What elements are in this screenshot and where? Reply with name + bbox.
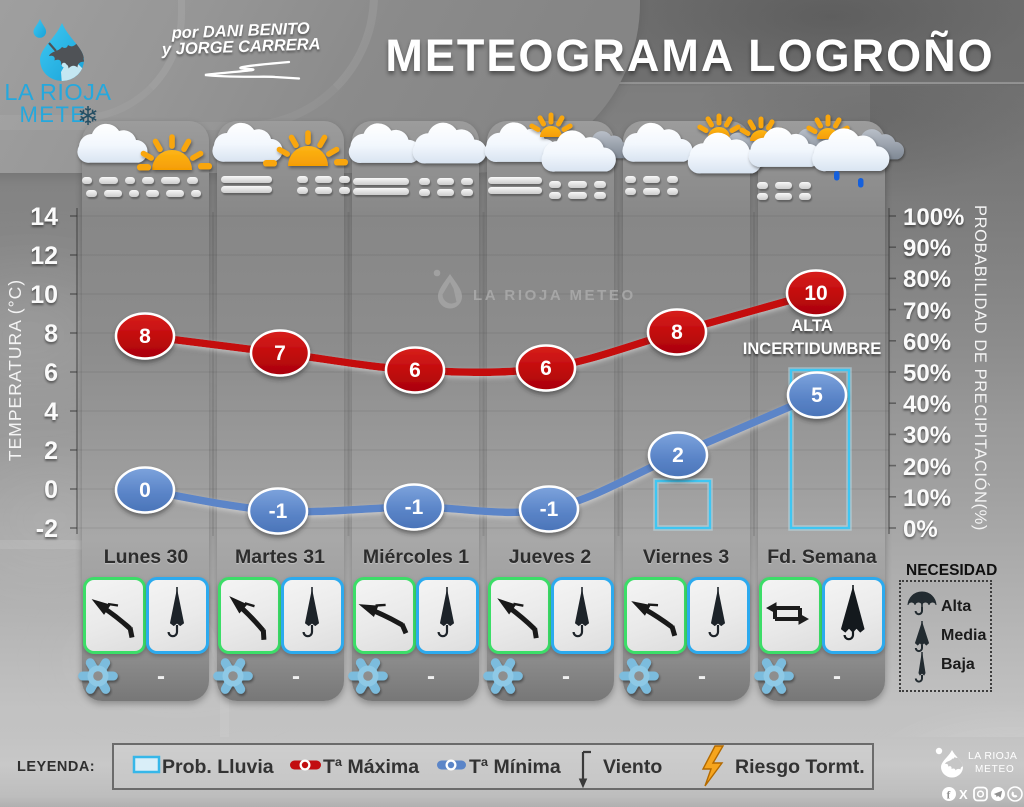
svg-text:TEMPERATURA (°C): TEMPERATURA (°C): [5, 279, 25, 461]
svg-text:40%: 40%: [903, 391, 951, 418]
svg-text:LA RIOJA: LA RIOJA: [968, 750, 1017, 762]
svg-text:6: 6: [409, 359, 421, 382]
svg-text:LA RIOJA: LA RIOJA: [4, 79, 111, 105]
svg-text:Prob. Lluvia: Prob. Lluvia: [162, 756, 274, 778]
svg-text:80%: 80%: [903, 266, 951, 293]
svg-text:-1: -1: [269, 500, 288, 523]
svg-text:-: -: [833, 663, 841, 690]
svg-text:Jueves 2: Jueves 2: [509, 546, 592, 568]
svg-text:-1: -1: [405, 496, 424, 519]
svg-text:Viento: Viento: [603, 756, 662, 778]
svg-text:2: 2: [44, 437, 58, 465]
svg-text:❄: ❄: [77, 101, 99, 131]
svg-text:8: 8: [139, 325, 151, 348]
svg-text:100%: 100%: [903, 204, 964, 231]
svg-text:METE: METE: [19, 102, 86, 127]
svg-text:INCERTIDUMBRE: INCERTIDUMBRE: [743, 340, 881, 358]
svg-text:10: 10: [30, 281, 58, 309]
svg-text:-: -: [292, 663, 300, 690]
svg-text:0: 0: [44, 476, 58, 504]
svg-text:7: 7: [274, 342, 286, 365]
svg-text:LA RIOJA METEO: LA RIOJA METEO: [473, 287, 636, 304]
svg-text:ALTA: ALTA: [791, 317, 833, 335]
svg-text:30%: 30%: [903, 422, 951, 449]
svg-text:10%: 10%: [903, 485, 951, 512]
svg-text:Tª Máxima: Tª Máxima: [323, 756, 419, 778]
svg-text:Fd. Semana: Fd. Semana: [767, 546, 877, 568]
svg-text:-: -: [427, 663, 435, 690]
svg-text:0: 0: [139, 479, 151, 502]
svg-text:-2: -2: [36, 515, 58, 543]
svg-text:Lunes 30: Lunes 30: [104, 546, 189, 568]
svg-text:Tª Mínima: Tª Mínima: [469, 756, 561, 778]
svg-text:-: -: [698, 663, 706, 690]
svg-text:-: -: [562, 663, 570, 690]
svg-text:Riesgo Tormt.: Riesgo Tormt.: [735, 756, 865, 778]
svg-text:60%: 60%: [903, 329, 951, 356]
svg-text:2: 2: [672, 444, 684, 467]
svg-text:90%: 90%: [903, 235, 951, 262]
svg-text:f: f: [947, 790, 951, 802]
svg-text:0%: 0%: [903, 516, 938, 543]
svg-text:4: 4: [44, 398, 58, 426]
svg-text:METEO: METEO: [975, 764, 1015, 775]
svg-text:-: -: [157, 663, 165, 690]
svg-text:6: 6: [44, 359, 58, 387]
svg-text:Martes 31: Martes 31: [235, 546, 325, 568]
svg-text:12: 12: [30, 242, 58, 270]
svg-text:8: 8: [44, 320, 58, 348]
svg-text:Viernes 3: Viernes 3: [643, 546, 730, 568]
svg-text:X: X: [959, 787, 968, 802]
svg-text:-1: -1: [540, 498, 559, 521]
svg-text:6: 6: [540, 357, 552, 380]
svg-text:10: 10: [804, 282, 827, 305]
svg-text:14: 14: [30, 203, 58, 231]
svg-text:50%: 50%: [903, 360, 951, 387]
svg-text:5: 5: [811, 384, 823, 407]
svg-text:70%: 70%: [903, 298, 951, 325]
svg-text:Miércoles 1: Miércoles 1: [363, 546, 469, 568]
svg-text:8: 8: [671, 321, 683, 344]
svg-text:20%: 20%: [903, 454, 951, 481]
svg-text:PROBABILIDAD DE PRECIPITACIÓN(: PROBABILIDAD DE PRECIPITACIÓN(%): [971, 205, 990, 531]
